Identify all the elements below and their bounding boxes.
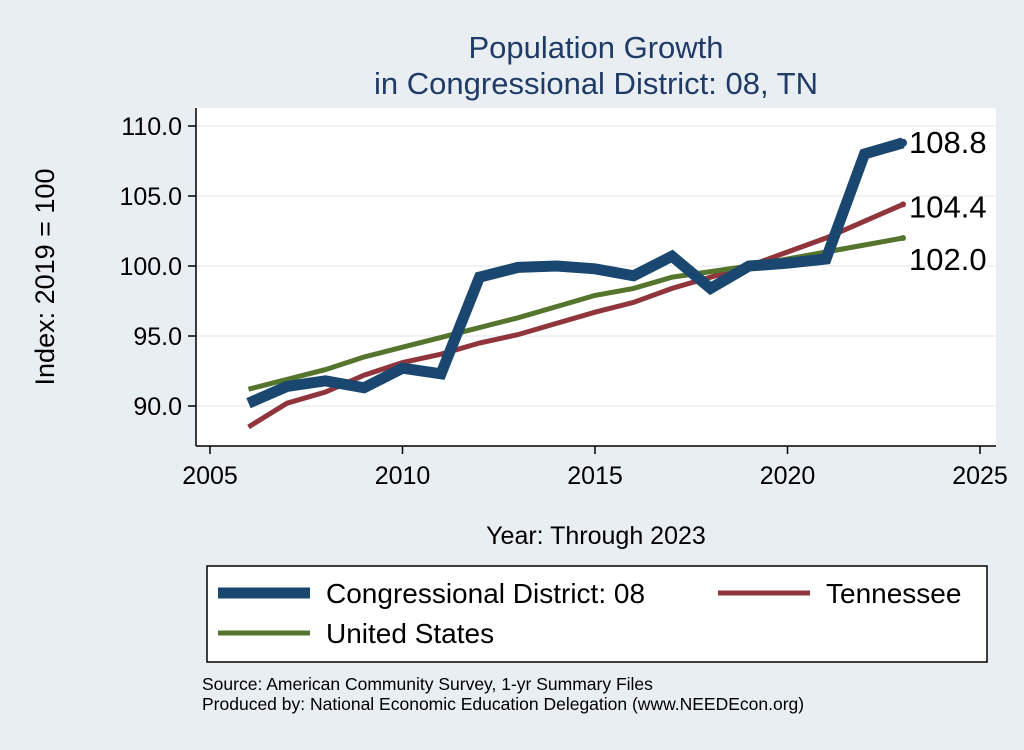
end-labels: 108.8 104.4 102.0 <box>909 125 987 277</box>
series-end-marker <box>900 235 906 241</box>
series-lines <box>246 137 907 430</box>
y-tick-label: 90.0 <box>133 393 182 421</box>
end-value-label: 104.4 <box>909 189 987 224</box>
y-tick-label: 105.0 <box>119 183 182 211</box>
source-note: Source: American Community Survey, 1-yr … <box>202 674 653 694</box>
series-end-marker <box>899 138 907 147</box>
x-tick-label: 2020 <box>760 462 816 490</box>
y-tick-label: 100.0 <box>119 253 182 281</box>
producer-note: Produced by: National Economic Education… <box>202 694 804 714</box>
end-value-label: 102.0 <box>909 242 987 277</box>
legend: Congressional District: 08 Tennessee Unite… <box>206 565 988 663</box>
series-end-marker <box>900 201 906 208</box>
legend-label: United States <box>326 618 494 649</box>
y-tick-label: 95.0 <box>133 323 182 351</box>
y-axis-title: Index: 2019 = 100 <box>30 169 60 386</box>
legend-box <box>206 565 988 663</box>
axes: 90.0 95.0 100.0 105.0 110.0 2005 2010 2015 2020 2… <box>119 108 1008 490</box>
x-tick-label: 2010 <box>375 462 431 490</box>
legend-label: Tennessee <box>826 578 961 609</box>
x-tick-label: 2005 <box>182 462 238 490</box>
series-line-congressional-district-08 <box>246 137 905 409</box>
legend-label: Congressional District: 08 <box>326 578 645 609</box>
y-tick-label: 110.0 <box>121 113 182 141</box>
chart-subtitle: in Congressional District: 08, TN <box>374 66 818 101</box>
chart-title: Population Growth <box>468 30 723 65</box>
x-tick-label: 2015 <box>567 462 623 490</box>
x-tick-label: 2025 <box>952 462 1008 490</box>
end-value-label: 108.8 <box>909 125 987 160</box>
x-axis-title: Year: Through 2023 <box>486 522 706 550</box>
series-line-tennessee <box>247 202 904 430</box>
